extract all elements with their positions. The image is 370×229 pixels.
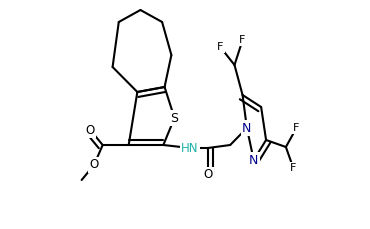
Text: N: N	[242, 122, 252, 134]
Text: F: F	[217, 42, 223, 52]
Text: S: S	[171, 112, 178, 125]
Text: O: O	[86, 123, 95, 136]
Text: O: O	[203, 169, 212, 182]
Text: O: O	[90, 158, 99, 172]
Text: F: F	[293, 123, 300, 133]
Text: F: F	[239, 35, 246, 45]
Text: HN: HN	[181, 142, 199, 155]
Text: N: N	[249, 153, 258, 166]
Text: F: F	[290, 163, 296, 173]
